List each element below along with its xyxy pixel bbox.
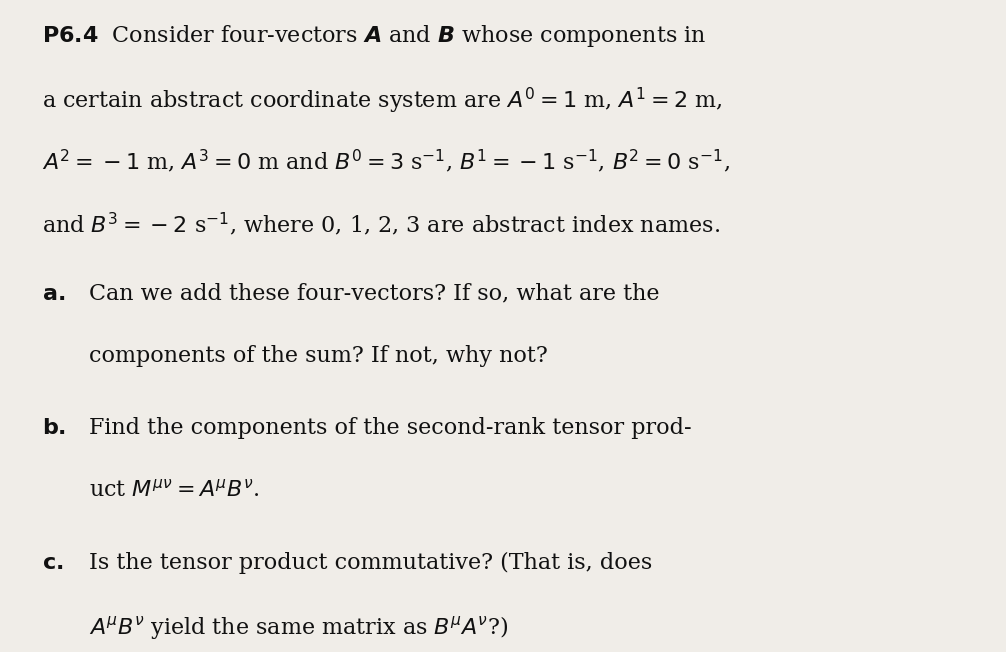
- Text: $\mathbf{P6.4}$  Consider four-vectors $\boldsymbol{A}$ and $\boldsymbol{B}$ who: $\mathbf{P6.4}$ Consider four-vectors $\…: [42, 23, 706, 49]
- Text: components of the sum? If not, why not?: components of the sum? If not, why not?: [89, 345, 547, 367]
- Text: $A^2 = -1$ m, $A^3 = 0$ m and $B^0 = 3$ s$^{-1}$, $B^1 = -1$ s$^{-1}$, $B^2 = 0$: $A^2 = -1$ m, $A^3 = 0$ m and $B^0 = 3$ …: [42, 148, 730, 175]
- Text: $A^{\mu}B^{\nu}$ yield the same matrix as $B^{\mu}A^{\nu}$?): $A^{\mu}B^{\nu}$ yield the same matrix a…: [89, 614, 508, 642]
- Text: uct $M^{\mu\nu} = A^{\mu}B^{\nu}$.: uct $M^{\mu\nu} = A^{\mu}B^{\nu}$.: [89, 480, 259, 502]
- Text: and $B^3 = -2$ s$^{-1}$, where 0, 1, 2, 3 are abstract index names.: and $B^3 = -2$ s$^{-1}$, where 0, 1, 2, …: [42, 211, 720, 238]
- Text: Can we add these four-vectors? If so, what are the: Can we add these four-vectors? If so, wh…: [89, 282, 659, 304]
- Text: $\mathbf{c.}$: $\mathbf{c.}$: [42, 552, 63, 574]
- Text: Is the tensor product commutative? (That is, does: Is the tensor product commutative? (That…: [89, 552, 652, 574]
- Text: $\mathbf{b.}$: $\mathbf{b.}$: [42, 417, 66, 439]
- Text: a certain abstract coordinate system are $A^0 = 1$ m, $A^1 = 2$ m,: a certain abstract coordinate system are…: [42, 85, 722, 115]
- Text: $\mathbf{a.}$: $\mathbf{a.}$: [42, 282, 65, 304]
- Text: Find the components of the second-rank tensor prod-: Find the components of the second-rank t…: [89, 417, 691, 439]
